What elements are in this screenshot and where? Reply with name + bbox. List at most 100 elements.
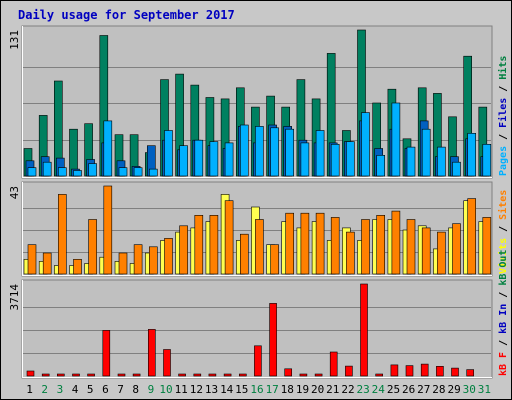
x-tick-label: 31: [478, 383, 491, 396]
bar-sites: [285, 212, 295, 275]
x-tick-label: 29: [447, 383, 460, 396]
bar-pages: [391, 102, 401, 177]
x-tick-label: 1: [26, 383, 33, 396]
bar-kb-f: [26, 370, 35, 377]
bar-pages: [27, 167, 37, 177]
bar-pages: [57, 167, 67, 177]
x-tick-label: 11: [175, 383, 188, 396]
bar-kb-f: [102, 330, 111, 377]
bar-pages: [421, 128, 431, 177]
legend-item: Pages: [498, 146, 509, 176]
bar-pages: [270, 127, 279, 177]
x-tick-label: 9: [148, 383, 155, 396]
bar-kb-f: [208, 373, 217, 377]
bar-pages: [133, 167, 143, 177]
x-tick-label: 5: [87, 383, 94, 396]
legend-item: Sites: [497, 190, 509, 220]
bar-sites: [406, 219, 416, 275]
legend-item: kB F: [498, 352, 509, 376]
bar-sites: [255, 219, 264, 275]
bar-pages: [164, 130, 173, 177]
x-tick-label: 6: [102, 383, 109, 396]
bar-pages: [406, 146, 416, 177]
x-tick-label: 16: [250, 383, 263, 396]
bar-kb-f: [390, 364, 399, 377]
x-tick-label: 22: [341, 383, 354, 396]
bar-kb-f: [329, 351, 338, 377]
x-tick-label: 4: [72, 383, 79, 396]
x-tick-label: 28: [432, 383, 445, 396]
bar-sites: [391, 210, 401, 275]
x-tick-label: 7: [117, 383, 124, 396]
bar-pages: [179, 145, 188, 177]
x-tick-label: 12: [190, 383, 203, 396]
bar-sites: [467, 198, 477, 275]
bar-kb-f: [436, 365, 444, 377]
bar-pages: [209, 141, 219, 177]
bar-kb-f: [405, 365, 414, 377]
x-tick-label: 20: [311, 383, 324, 396]
x-tick-label: 21: [326, 383, 339, 396]
bar-pages: [482, 144, 492, 177]
bar-sites: [57, 194, 67, 275]
bar-pages: [118, 167, 128, 177]
legend-item: kB Out: [498, 250, 509, 286]
bar-pages: [149, 168, 158, 177]
bar-pages: [240, 124, 249, 177]
bar-kb-f: [284, 368, 293, 377]
bar-sites: [27, 244, 37, 275]
bar-pages: [361, 112, 370, 177]
bar-sites: [421, 227, 431, 275]
bar-sites: [42, 252, 52, 275]
panel-1: 131 Pages / Files / Hits: [8, 25, 509, 179]
bar-pages: [376, 155, 386, 177]
x-tick-label: 19: [296, 383, 309, 396]
x-tick-label: 18: [281, 383, 294, 396]
bar-sites: [164, 238, 173, 275]
bar-pages: [300, 142, 310, 177]
bar-kb-f: [87, 373, 95, 377]
x-tick-label: 14: [220, 383, 234, 396]
bar-pages: [346, 141, 355, 177]
bar-sites: [149, 246, 158, 275]
bar-pages: [255, 126, 264, 177]
bar-kb-f: [375, 373, 384, 377]
bar-sites: [118, 252, 128, 275]
legend-separator: /: [498, 128, 509, 146]
legend-separator: /: [498, 220, 509, 238]
bar-pages: [224, 142, 234, 177]
legend-separator: /: [498, 334, 509, 352]
legend-separator: /: [498, 286, 509, 304]
bar-kb-f: [117, 373, 126, 377]
bar-pages: [452, 161, 461, 177]
bar-sites: [209, 215, 219, 275]
legend-item: Hits: [497, 56, 509, 80]
legend-item: Visits: [497, 238, 509, 274]
bar-sites: [240, 233, 249, 275]
x-tick-label: 25: [387, 383, 400, 396]
bar-kb-f: [420, 363, 429, 377]
bar-kb-f: [451, 367, 459, 377]
series-legend: Visits / Sites: [497, 190, 509, 274]
bar-kb-f: [72, 373, 80, 377]
bar-sites: [224, 200, 234, 275]
bar-kb-f: [466, 369, 475, 377]
bar-sites: [103, 185, 113, 275]
x-tick-label: 26: [402, 383, 415, 396]
series-legend: Pages / Files / Hits: [497, 56, 509, 176]
bar-kb-f: [41, 373, 50, 377]
bar-pages: [73, 170, 82, 177]
x-tick-label: 3: [57, 383, 64, 396]
legend-item: Files: [497, 98, 509, 128]
legend-separator: /: [498, 80, 509, 98]
y-max-label: 3714: [8, 284, 21, 311]
bar-pages: [42, 161, 52, 177]
bar-sites: [133, 244, 143, 275]
bar-sites: [346, 231, 355, 275]
bar-sites: [73, 258, 82, 275]
bar-kb-f: [314, 373, 323, 377]
bar-pages: [103, 120, 113, 177]
bar-sites: [376, 215, 386, 275]
chart-title: Daily usage for September 2017: [18, 8, 235, 22]
x-tick-label: 23: [356, 383, 369, 396]
